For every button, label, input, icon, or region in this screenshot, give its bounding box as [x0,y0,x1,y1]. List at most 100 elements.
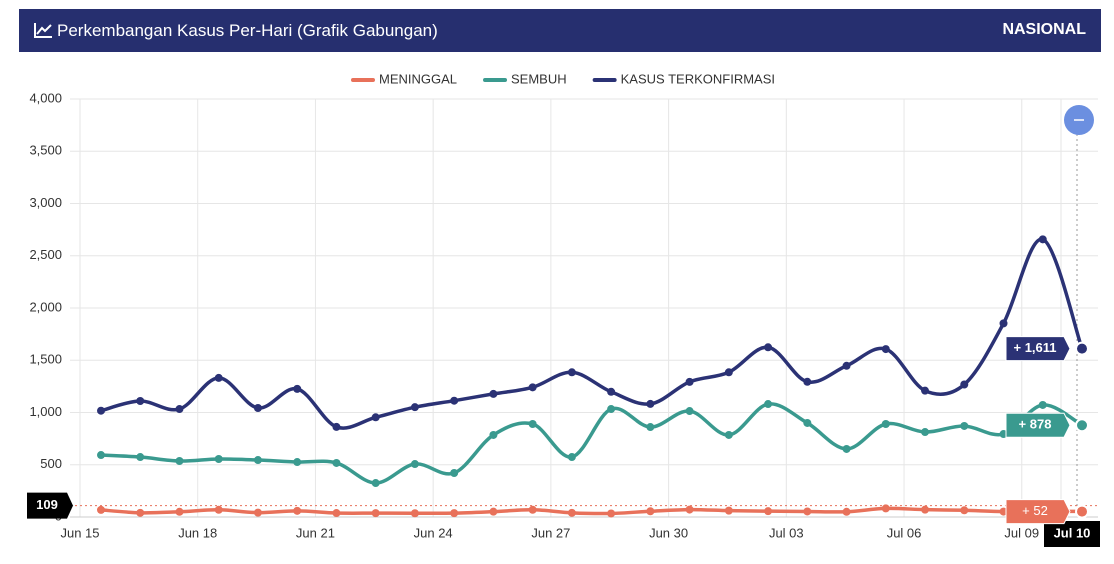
point [97,406,105,415]
point [489,430,498,439]
point [764,507,773,516]
point [528,505,537,514]
point [371,413,380,422]
point [724,430,733,439]
x-tick-label: Jul 10 [1054,525,1091,540]
point [764,343,773,352]
point [410,460,419,469]
point [646,399,655,408]
point [253,508,262,517]
point [1075,418,1089,433]
point [960,380,969,389]
x-tick-label: Jun 30 [649,525,688,540]
hover-y-box [27,492,73,519]
point [803,377,812,386]
point [921,428,930,437]
series-line [100,506,1083,516]
point [842,444,851,453]
point [1075,341,1089,356]
point [97,451,105,460]
point [371,479,380,488]
x-tick-label: Jul 03 [769,525,804,540]
point [528,383,537,392]
legend-label: KASUS TERKONFIRMASI [621,71,775,86]
legend-label: SEMBUH [511,71,567,86]
point [607,405,616,414]
tooltip-label: + 878 [1019,417,1052,432]
point [921,386,930,395]
point [528,419,537,428]
point [97,505,105,514]
point [960,506,969,515]
point [410,403,419,412]
y-tick-label: 3,500 [29,143,62,158]
point [175,456,184,465]
point [253,404,262,413]
point [371,509,380,518]
point [685,377,694,386]
point [724,506,733,515]
header-badge: NASIONAL [1002,21,1086,38]
point [450,469,459,478]
point [332,422,341,431]
point [842,507,851,516]
header: Perkembangan Kasus Per-Hari (Grafik Gabu… [19,9,1101,52]
point [136,453,145,462]
point [1038,506,1047,515]
y-tick-label: 1,000 [29,404,62,419]
point [567,508,576,517]
y-tick-label: 500 [40,456,62,471]
point [253,456,262,465]
point [999,507,1008,516]
header-title: Perkembangan Kasus Per-Hari (Grafik Gabu… [57,21,438,40]
y-tick-label: 4,000 [29,90,62,105]
point [214,455,223,464]
x-tick-label: Jun 27 [531,525,570,540]
x-tick-label: Jul 06 [887,525,922,540]
series-line [100,402,1083,485]
point [293,384,302,393]
x-tick-label: Jun 18 [178,525,217,540]
series-line [100,237,1084,430]
point [1075,504,1089,519]
tooltip-box [1005,412,1071,438]
point [999,430,1008,439]
y-tick-label: 0 [55,508,62,523]
point [607,509,616,518]
point [214,373,223,382]
point [489,507,498,516]
y-tick-label: 2,000 [29,299,62,314]
point [881,419,890,428]
point [450,509,459,518]
y-tick-label: 2,500 [29,247,62,262]
x-tick-label: Jul 09 [1004,525,1039,540]
chart-icon [34,23,52,38]
point [410,509,419,518]
point [567,453,576,462]
point [881,345,890,354]
y-tick-label: 1,500 [29,352,62,367]
point [489,389,498,398]
zoom-button [1064,105,1094,135]
point [136,397,145,406]
point [450,396,459,405]
tooltip-box [1005,499,1071,525]
tooltip-label: + 52 [1022,503,1048,518]
point [842,361,851,370]
point [293,506,302,515]
point [881,504,890,513]
x-tick-label: Jun 15 [60,525,99,540]
point [332,509,341,518]
legend-label: MENINGGAL [379,71,457,86]
point [724,368,733,377]
tooltip-label: + 1,611 [1013,340,1056,355]
point [175,405,184,414]
hover-y-label: 109 [36,497,58,512]
point [999,319,1008,328]
point [293,458,302,467]
point [960,421,969,430]
point [646,507,655,516]
point [646,423,655,432]
point [214,505,223,514]
